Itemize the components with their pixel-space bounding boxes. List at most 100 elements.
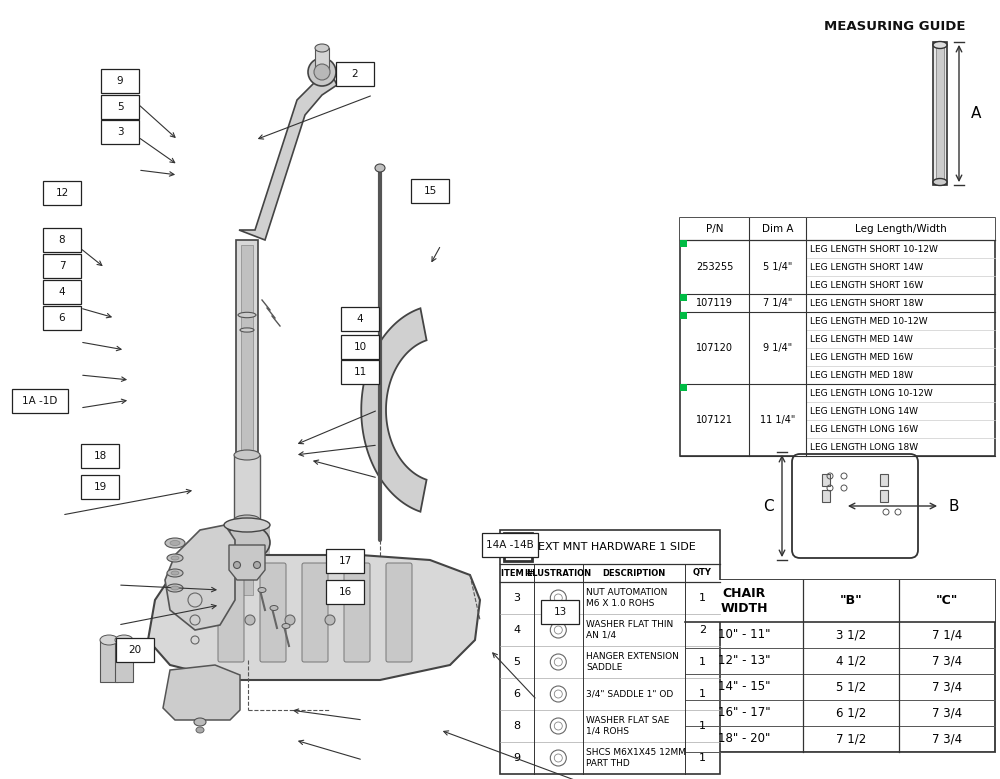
Text: 15: 15 — [423, 186, 437, 196]
Text: LEG LENGTH LONG 14W: LEG LENGTH LONG 14W — [810, 407, 918, 415]
FancyBboxPatch shape — [116, 639, 154, 662]
Text: LEG LENGTH SHORT 10-12W: LEG LENGTH SHORT 10-12W — [810, 245, 938, 253]
Text: 7 1/4": 7 1/4" — [763, 298, 792, 308]
Text: 7 1/4: 7 1/4 — [932, 629, 962, 641]
Ellipse shape — [167, 569, 183, 577]
FancyBboxPatch shape — [101, 69, 139, 93]
Bar — [680, 294, 687, 301]
Bar — [933, 42, 947, 185]
FancyBboxPatch shape — [81, 444, 119, 467]
Ellipse shape — [933, 41, 947, 48]
Bar — [224, 525, 270, 560]
FancyBboxPatch shape — [101, 95, 139, 118]
Text: 20: 20 — [128, 646, 142, 655]
Text: 17: 17 — [338, 556, 352, 566]
Text: 12" - 13": 12" - 13" — [718, 654, 770, 668]
Text: LEG LENGTH MED 14W: LEG LENGTH MED 14W — [810, 334, 913, 344]
FancyBboxPatch shape — [341, 308, 379, 331]
FancyBboxPatch shape — [792, 454, 918, 558]
FancyBboxPatch shape — [43, 280, 81, 304]
Polygon shape — [361, 308, 427, 512]
Text: "B": "B" — [839, 594, 862, 608]
Text: 7 3/4: 7 3/4 — [932, 707, 962, 720]
Text: C: C — [763, 499, 774, 513]
FancyBboxPatch shape — [43, 182, 81, 205]
Text: 16: 16 — [338, 587, 352, 597]
Text: 7: 7 — [59, 262, 65, 271]
Text: B: B — [948, 499, 958, 513]
Polygon shape — [239, 75, 337, 240]
Text: 5 1/2: 5 1/2 — [836, 681, 866, 693]
Bar — [936, 46, 944, 181]
Bar — [241, 245, 253, 595]
FancyBboxPatch shape — [482, 534, 538, 557]
Text: 1: 1 — [699, 657, 706, 667]
Ellipse shape — [171, 571, 179, 575]
Text: 14" - 15": 14" - 15" — [718, 681, 770, 693]
Ellipse shape — [234, 450, 260, 460]
Text: LEG LENGTH MED 18W: LEG LENGTH MED 18W — [810, 371, 913, 379]
Bar — [680, 218, 995, 240]
Ellipse shape — [171, 586, 179, 590]
Text: 11: 11 — [353, 368, 367, 377]
Text: ITEM #: ITEM # — [501, 569, 533, 577]
Text: 1: 1 — [699, 689, 706, 699]
FancyBboxPatch shape — [218, 563, 244, 662]
Text: 1: 1 — [699, 593, 706, 603]
Text: 107119: 107119 — [696, 298, 733, 308]
Text: LEG LENGTH SHORT 18W: LEG LENGTH SHORT 18W — [810, 298, 923, 308]
Polygon shape — [229, 545, 265, 580]
Text: 107121: 107121 — [696, 415, 733, 425]
Text: 11 1/4": 11 1/4" — [760, 415, 795, 425]
Text: MEASURING GUIDE: MEASURING GUIDE — [824, 20, 966, 33]
Text: EXT MNT HARDWARE 1 SIDE: EXT MNT HARDWARE 1 SIDE — [538, 542, 696, 552]
Ellipse shape — [234, 562, 240, 569]
Text: 7 3/4: 7 3/4 — [932, 654, 962, 668]
Bar — [880, 490, 888, 502]
Text: 18: 18 — [93, 451, 107, 460]
FancyBboxPatch shape — [326, 580, 364, 604]
Text: 19: 19 — [93, 482, 107, 492]
Text: 107120: 107120 — [696, 343, 733, 353]
Text: 4 1/2: 4 1/2 — [836, 654, 866, 668]
Ellipse shape — [165, 538, 185, 548]
Text: 2: 2 — [352, 69, 358, 79]
FancyBboxPatch shape — [344, 563, 370, 662]
Ellipse shape — [238, 312, 256, 318]
Bar — [680, 384, 687, 391]
Ellipse shape — [234, 515, 260, 525]
FancyBboxPatch shape — [541, 600, 579, 623]
Ellipse shape — [282, 623, 290, 629]
Text: DESCRIPTION: DESCRIPTION — [602, 569, 665, 577]
Text: LEG LENGTH LONG 18W: LEG LENGTH LONG 18W — [810, 442, 918, 452]
FancyBboxPatch shape — [260, 563, 286, 662]
Ellipse shape — [254, 562, 260, 569]
Text: LEG LENGTH MED 16W: LEG LENGTH MED 16W — [810, 353, 913, 361]
Text: LEG LENGTH SHORT 16W: LEG LENGTH SHORT 16W — [810, 280, 923, 290]
Text: 6: 6 — [514, 689, 521, 699]
Text: 9 1/4": 9 1/4" — [763, 343, 792, 353]
Ellipse shape — [240, 328, 254, 332]
FancyBboxPatch shape — [43, 255, 81, 278]
Text: 7 3/4: 7 3/4 — [932, 681, 962, 693]
Text: 7 1/2: 7 1/2 — [836, 732, 866, 746]
Text: LEG LENGTH SHORT 14W: LEG LENGTH SHORT 14W — [810, 263, 923, 272]
Text: 9: 9 — [513, 753, 521, 763]
Bar — [100, 640, 118, 682]
Bar — [822, 474, 830, 486]
Text: CHAIR
WIDTH: CHAIR WIDTH — [720, 587, 768, 615]
Text: LEG LENGTH LONG 16W: LEG LENGTH LONG 16W — [810, 425, 918, 433]
Text: QTY: QTY — [693, 569, 712, 577]
Ellipse shape — [325, 615, 335, 625]
Bar — [880, 474, 888, 486]
Ellipse shape — [933, 178, 947, 185]
Polygon shape — [163, 665, 240, 720]
Text: Dim A: Dim A — [762, 224, 793, 234]
Text: A: A — [971, 106, 981, 121]
Text: 16" - 17": 16" - 17" — [718, 707, 770, 720]
Ellipse shape — [308, 58, 336, 86]
Text: 1: 1 — [699, 721, 706, 731]
Text: 8: 8 — [59, 235, 65, 245]
Text: NUT AUTOMATION
M6 X 1.0 ROHS: NUT AUTOMATION M6 X 1.0 ROHS — [586, 588, 668, 608]
Text: ILLUSTRATION: ILLUSTRATION — [525, 569, 592, 577]
